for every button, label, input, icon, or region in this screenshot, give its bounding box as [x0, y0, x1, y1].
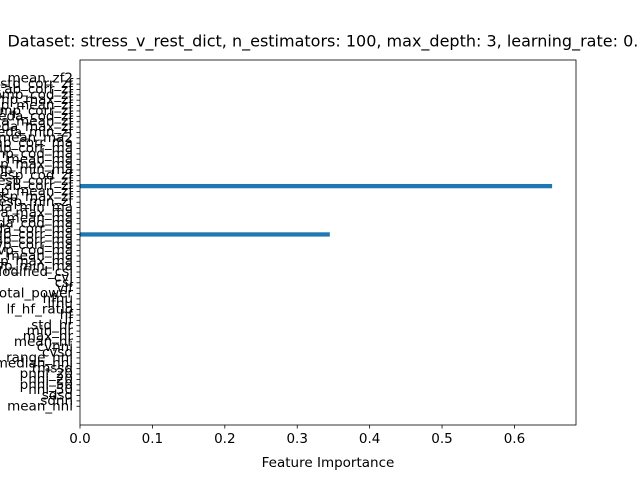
y-tick-label: hfnu — [43, 291, 73, 307]
y-tick-label: bvp_corr_ma — [0, 237, 73, 253]
y-tick-label: pnni_50 — [20, 377, 73, 393]
y-tick-label: sdsd — [42, 388, 73, 404]
y-tick-label: resp_ab_corr_zf — [0, 178, 74, 194]
y-tick-label: cvnni — [37, 339, 73, 355]
y-tick-label: eda_mean_ma — [0, 210, 73, 226]
y-tick-label: nni_20 — [28, 371, 73, 387]
bar — [80, 232, 330, 237]
y-tick-label: temp_cod_zf — [0, 87, 74, 103]
y-tick-label: bvp_mean_ma — [0, 248, 73, 264]
y-tick-label: max_hr — [23, 328, 74, 344]
y-tick-label: temp_max_ma — [0, 157, 73, 173]
x-axis-label: Feature Importance — [262, 455, 395, 471]
y-tick-label: temp_cod_ma — [0, 146, 73, 162]
y-tick-label: eda_corr_ma — [0, 221, 73, 237]
y-tick-label: temp_corr_zf — [0, 103, 74, 119]
y-tick-label: total_power — [0, 286, 73, 302]
y-tick-label: temp_ab_corr_ma — [0, 135, 73, 151]
y-tick-label: lf — [64, 312, 74, 328]
y-tick-label: temp_corr_ma — [0, 141, 73, 157]
y-tick-label: temp_mean_ma — [0, 151, 73, 167]
y-tick-label: cvsd — [42, 345, 73, 361]
y-tick-label: mean_hr — [14, 334, 74, 350]
y-tick-label: temp_std_corr_zf — [0, 76, 74, 92]
y-tick-label: resp_max_zf — [0, 189, 74, 205]
y-tick-label: range_nni — [6, 350, 73, 366]
y-tick-label: bvp_ab_corr_ma — [0, 232, 73, 248]
y-tick-label: temp_min_ma — [0, 162, 73, 178]
y-tick-label: bvp_min_ma — [0, 259, 73, 275]
y-tick-label: eda_min_zf — [0, 124, 74, 140]
y-tick-label: sdnn — [40, 393, 73, 409]
y-tick-label: eda_mean_zf — [0, 114, 74, 130]
y-tick-label: lfnu — [47, 296, 73, 312]
y-tick-label: temp_mean_zf — [0, 98, 74, 114]
y-tick-label: cvi — [54, 269, 73, 285]
y-tick-label: Modified_csi — [0, 264, 73, 280]
y-tick-label: eda_ab_corr_ma — [0, 226, 73, 242]
x-tick-label: 0.2 — [214, 431, 235, 447]
y-tick-label: bvp_cod_ma — [0, 243, 73, 259]
y-tick-label: eda_mean_ma2 — [0, 130, 73, 146]
y-tick-label: bvp_max_ma — [0, 253, 73, 269]
y-tick-label: temp_mean_zf2 — [0, 71, 73, 87]
y-tick-label: std_hr — [31, 318, 73, 334]
y-tick-label: eda_max_ma — [0, 205, 73, 221]
plot-frame — [79, 59, 577, 426]
y-tick-label: min_hr — [27, 323, 74, 339]
y-tick-label: hf — [60, 307, 75, 323]
y-tick-label: resp_cod_zf — [0, 167, 74, 183]
x-tick-label: 0.5 — [431, 431, 452, 447]
y-tick-label: resp_corr_zf — [0, 173, 74, 189]
x-tick-label: 0.1 — [142, 431, 163, 447]
bar — [80, 183, 553, 189]
y-tick-label: temp_ab_corr_zf — [0, 81, 74, 97]
y-tick-label: eda_max_zf — [0, 119, 74, 135]
y-tick-label: temp_max_zf — [0, 92, 74, 108]
y-tick-label: vlf — [57, 280, 75, 296]
y-tick-label: mean_nni — [7, 398, 73, 414]
x-tick-label: 0.6 — [504, 431, 525, 447]
y-tick-label: csi — [55, 275, 73, 291]
y-tick-label: pnni_20 — [20, 366, 73, 382]
y-tick-label: rmssd — [32, 361, 73, 377]
y-tick-label: eda_min_ma — [0, 200, 73, 216]
y-tick-label: median_nni — [0, 355, 73, 371]
x-tick-label: 0.4 — [359, 431, 380, 447]
y-tick-label: resp_mean_zf — [0, 183, 74, 199]
y-tick-label: resp_min_zf — [0, 194, 74, 210]
x-tick-label: 0.0 — [69, 431, 90, 447]
y-tick-label: lf_hf_ratio — [7, 302, 73, 318]
chart-title: Dataset: stress_v_rest_dict, n_estimator… — [7, 32, 640, 52]
y-tick-label: nni_50 — [28, 382, 73, 398]
y-tick-label: eda_cod_zf — [0, 108, 74, 124]
x-tick-label: 0.3 — [286, 431, 307, 447]
y-tick-label: eda_cod_ma — [0, 216, 73, 232]
